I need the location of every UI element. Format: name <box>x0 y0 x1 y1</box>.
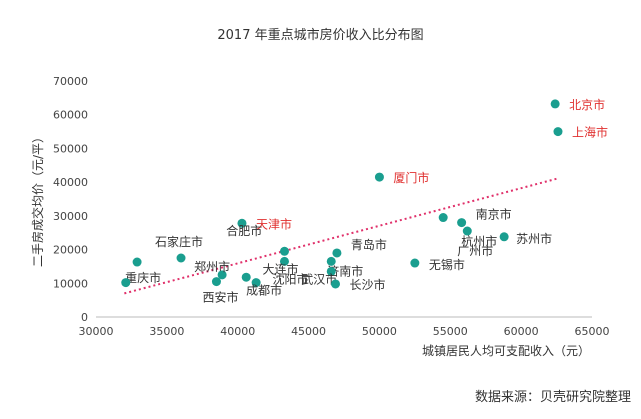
point-label: 广州市 <box>457 243 493 258</box>
point-label: 厦门市 <box>393 170 429 185</box>
data-point <box>176 253 186 263</box>
point-label: 上海市 <box>572 125 608 140</box>
x-tick-label: 60000 <box>504 325 539 338</box>
data-point <box>211 277 221 287</box>
chart-title: 2017 年重点城市房价收入比分布图 <box>217 28 424 43</box>
point-label: 无锡市 <box>429 257 465 272</box>
point-label: 北京市 <box>569 97 605 112</box>
data-point <box>121 278 131 288</box>
data-point <box>217 270 227 280</box>
y-tick-label: 20000 <box>53 244 88 257</box>
data-point <box>457 218 467 228</box>
x-tick-label: 30000 <box>79 325 114 338</box>
point-label: 成都市 <box>246 283 282 298</box>
y-tick-label: 50000 <box>53 142 88 155</box>
x-tick-label: 40000 <box>220 325 255 338</box>
point-label: 长沙市 <box>349 277 385 292</box>
x-tick-label: 55000 <box>433 325 468 338</box>
point-label: 杭州市 <box>461 234 497 249</box>
point-label: 苏州市 <box>516 231 552 246</box>
y-tick-label: 0 <box>81 311 88 324</box>
data-point <box>132 257 142 267</box>
x-tick-label: 50000 <box>362 325 397 338</box>
y-tick-label: 10000 <box>53 277 88 290</box>
point-label: 武汉市 <box>301 271 337 286</box>
point-label: 南京市 <box>476 207 512 222</box>
point-label: 沈阳市 <box>272 271 308 286</box>
data-point <box>237 218 247 228</box>
data-point <box>279 246 289 256</box>
data-point <box>326 266 336 276</box>
data-point <box>279 256 289 266</box>
data-point <box>326 256 336 266</box>
point-label: 石家庄市 <box>155 234 203 249</box>
point-label: 重庆市 <box>125 270 161 285</box>
x-tick-label: 45000 <box>291 325 326 338</box>
x-axis-label: 城镇居民人均可支配收入（元） <box>422 344 590 358</box>
data-point <box>462 226 472 236</box>
data-point <box>410 258 420 268</box>
point-label: 济南市 <box>327 263 363 278</box>
data-point <box>550 99 560 109</box>
point-label: 西安市 <box>202 290 238 305</box>
data-point <box>332 248 342 258</box>
data-source: 数据来源：贝壳研究院整理 <box>474 390 631 405</box>
data-point <box>241 272 251 282</box>
y-axis-label: 二手房成交均价（元/平） <box>30 131 45 267</box>
y-tick-label: 40000 <box>53 176 88 189</box>
point-label: 天津市 <box>256 216 292 231</box>
x-tick-label: 35000 <box>149 325 184 338</box>
y-tick-label: 30000 <box>53 210 88 223</box>
data-point <box>374 172 384 182</box>
y-tick-label: 70000 <box>53 75 88 88</box>
point-label: 郑州市 <box>194 259 230 274</box>
data-point <box>499 232 509 242</box>
y-tick-label: 60000 <box>53 109 88 122</box>
data-point <box>330 279 340 289</box>
data-point <box>553 127 563 137</box>
point-label: 合肥市 <box>226 223 262 238</box>
data-point <box>438 213 448 223</box>
x-tick-label: 65000 <box>575 325 610 338</box>
data-point <box>251 278 261 288</box>
point-label: 大连市 <box>262 261 298 276</box>
point-label: 青岛市 <box>351 237 387 252</box>
